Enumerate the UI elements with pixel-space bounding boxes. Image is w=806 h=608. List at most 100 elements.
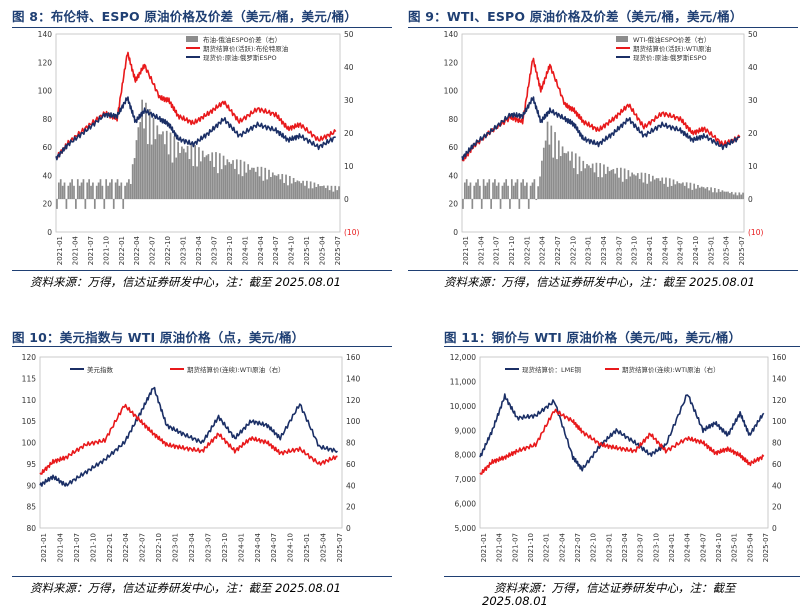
spread-bar [173, 136, 176, 199]
y-left-tick-label: 12,000 [450, 353, 476, 362]
spread-bar [593, 172, 596, 199]
y-left-tick-label: 105 [22, 417, 37, 426]
spread-bar [727, 191, 729, 199]
spread-bar [78, 185, 81, 199]
spread-bar [507, 185, 509, 199]
figure-10-source: 资料来源：万得，信达证券研发中心，注：截至 2025.08.01 [30, 581, 341, 595]
y-right-tick-label: (10) [748, 228, 763, 237]
spread-bar [249, 169, 251, 199]
spread-bar [659, 180, 662, 199]
spread-bar [467, 185, 470, 199]
y-right-tick-label: 50 [748, 30, 758, 39]
spread-bar [606, 166, 609, 199]
spread-bar [505, 179, 508, 199]
spread-bar [190, 144, 193, 199]
spread-bar [160, 134, 162, 199]
spread-bar [230, 163, 232, 199]
spread-bar [685, 182, 688, 199]
spread-bar [522, 179, 524, 199]
x-tick-label: 2022-10 [155, 533, 163, 562]
spread-bar [124, 185, 126, 199]
spread-bar [196, 166, 198, 199]
spread-bar [556, 159, 558, 199]
spread-bar [67, 185, 70, 199]
spread-bar [509, 199, 511, 209]
x-tick-label: 2023-01 [172, 533, 180, 562]
x-tick-label: 2021-10 [102, 236, 110, 265]
spread-bar [554, 132, 556, 199]
x-tick-label: 2023-04 [621, 532, 629, 562]
spread-bar [61, 185, 64, 199]
y-right-tick-label: 50 [344, 30, 354, 39]
x-tick-label: 2022-07 [149, 236, 157, 265]
spread-bar [156, 125, 159, 199]
figure-11-source-date: 2025.08.01 [482, 594, 548, 608]
spread-bar [595, 162, 598, 199]
x-tick-label: 2024-07 [699, 533, 707, 562]
x-tick-label: 2024-04 [254, 532, 262, 562]
series-line [479, 393, 765, 472]
spread-bar [526, 182, 528, 199]
spread-bar [330, 185, 333, 199]
spread-bar [228, 162, 231, 199]
y-right-tick-label: 10 [344, 162, 354, 171]
x-tick-label: 2022-07 [139, 533, 147, 562]
spread-bar [302, 180, 304, 199]
spread-bar [323, 185, 325, 199]
x-tick-label: 2021-10 [527, 533, 535, 562]
spread-bar [680, 183, 682, 199]
spread-bar [93, 199, 96, 209]
y-left-tick-label: 100 [22, 439, 37, 448]
spread-bar [621, 181, 624, 199]
y-left-tick-label: 85 [26, 503, 36, 512]
spread-bar [152, 117, 155, 199]
y-left-tick-label: 80 [26, 524, 36, 533]
spread-bar [473, 185, 476, 199]
figure-9-source: 资料来源：万得，信达证券研发中心，注：截至 2025.08.01 [444, 275, 755, 289]
spread-bar [146, 144, 149, 199]
spread-bar [129, 183, 132, 199]
spread-bar [224, 165, 227, 199]
spread-bar [520, 182, 523, 199]
y-left-tick-label: 120 [444, 58, 459, 67]
x-tick-label: 2021-04 [56, 532, 64, 562]
y-right-tick-label: 30 [748, 96, 758, 105]
spread-bar [704, 188, 707, 199]
figure-8-title: 图 8：布伦特、ESPO 原油价格及价差（美元/桶，美元/桶） [12, 9, 358, 24]
spread-bar [736, 195, 739, 199]
spread-bar [650, 181, 652, 199]
spread-bar [480, 199, 483, 209]
spread-bar [730, 191, 733, 199]
y-right-tick-label: 40 [772, 481, 782, 490]
figure-8-title-rule [12, 27, 392, 28]
spread-bar [533, 179, 536, 199]
spread-bar [243, 161, 246, 199]
y-left-tick-label: 100 [38, 87, 53, 96]
spread-bar [65, 199, 68, 209]
y-left-tick-label: 90 [26, 481, 36, 490]
spread-bar [213, 166, 215, 199]
spread-bar [103, 199, 106, 209]
y-right-tick-label: 100 [772, 417, 787, 426]
y-left-tick-label: 8,000 [455, 451, 477, 460]
legend-label: WTI-俄油ESPO价差（右） [633, 35, 710, 44]
y-right-tick-label: 0 [346, 524, 351, 533]
legend-label: 期货结算价(活跃):布伦特原油 [203, 44, 288, 53]
spread-bar [165, 130, 168, 199]
spread-bar [306, 180, 308, 199]
spread-bar [514, 182, 517, 199]
spread-bar [465, 179, 468, 199]
spread-bar [623, 168, 626, 199]
spread-bar [101, 185, 104, 199]
spread-bar [463, 182, 466, 199]
spread-bar [646, 183, 649, 199]
x-tick-label: 2023-10 [631, 236, 639, 265]
y-left-tick-label: 20 [42, 200, 52, 209]
spread-bar [636, 173, 639, 199]
spread-bar [164, 144, 166, 199]
spread-bar [695, 188, 697, 199]
figure-10-title: 图 10：美元指数与 WTI 原油价格（点，美元/桶） [12, 330, 305, 345]
spread-bar [167, 154, 170, 199]
spread-bar [618, 177, 620, 199]
